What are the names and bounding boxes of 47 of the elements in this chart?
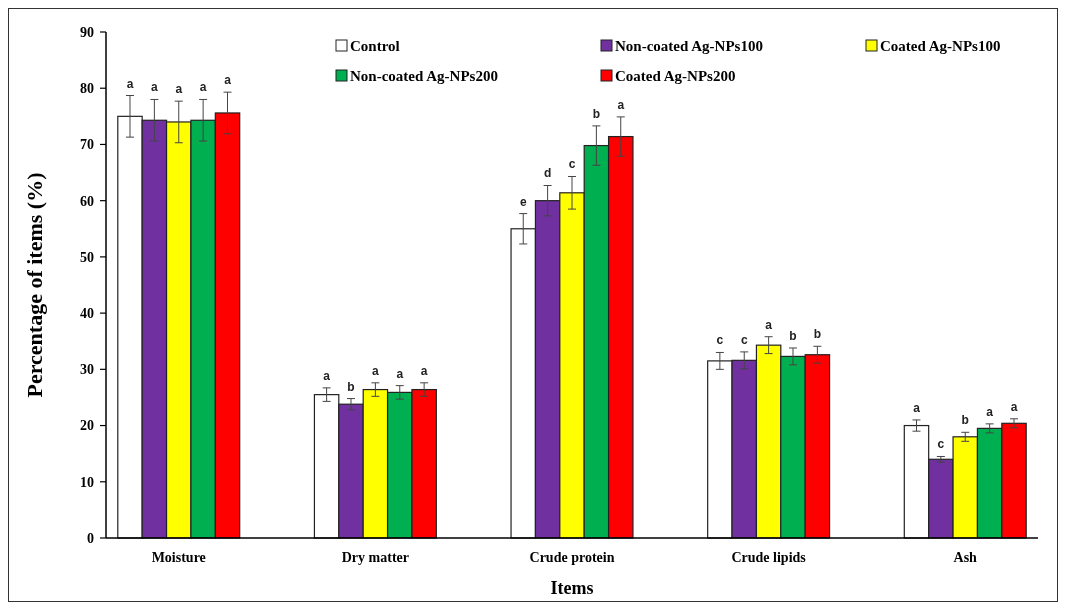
y-tick-label: 0 [87, 530, 94, 546]
y-axis-title: Percentage of items (%) [22, 172, 47, 398]
data-label: a [224, 73, 232, 88]
x-tick-label: Moisture [151, 550, 206, 565]
data-label: a [986, 404, 994, 419]
y-tick-label: 50 [80, 249, 94, 265]
data-label: e [519, 194, 527, 209]
data-label: a [372, 363, 380, 378]
x-axis-title: Items [550, 578, 594, 598]
data-label: b [789, 328, 797, 343]
data-label: a [151, 80, 159, 95]
data-label: a [1010, 399, 1018, 414]
data-label: a [420, 363, 428, 378]
y-tick-label: 60 [80, 193, 94, 209]
data-label: a [396, 366, 404, 381]
legend-label: Non-coated Ag-NPs200 [350, 68, 498, 85]
data-label: c [740, 332, 748, 347]
data-label: b [813, 327, 822, 342]
data-label: b [592, 106, 601, 121]
y-tick-label: 70 [80, 137, 94, 153]
y-tick-label: 80 [80, 81, 94, 97]
data-label: c [716, 333, 724, 348]
data-label: a [913, 400, 921, 415]
data-label: a [617, 97, 625, 112]
y-tick-label: 40 [80, 306, 94, 322]
x-tick-label: Crude lipids [731, 550, 807, 565]
legend-label: Non-coated Ag-NPs100 [615, 38, 763, 55]
y-tick-label: 20 [80, 418, 94, 434]
x-tick-label: Ash [953, 550, 978, 565]
data-label: a [175, 82, 183, 97]
data-label: a [765, 317, 773, 332]
data-label: a [126, 76, 134, 91]
y-tick-label: 30 [80, 362, 94, 378]
data-label: a [199, 80, 207, 95]
y-tick-label: 10 [80, 474, 94, 490]
legend-label: Coated Ag-NPs200 [615, 68, 736, 85]
x-tick-label: Crude protein [529, 550, 615, 565]
legend-label: Coated Ag-NPs100 [880, 38, 1001, 55]
legend-label: Control [350, 38, 400, 55]
data-label: b [347, 379, 355, 394]
y-tick-label: 90 [80, 24, 94, 40]
data-label: d [543, 166, 552, 181]
x-tick-label: Dry matter [341, 550, 409, 565]
data-label: b [961, 413, 969, 428]
data-label: a [323, 368, 331, 383]
data-label: c [937, 437, 945, 452]
data-label: c [568, 157, 576, 172]
